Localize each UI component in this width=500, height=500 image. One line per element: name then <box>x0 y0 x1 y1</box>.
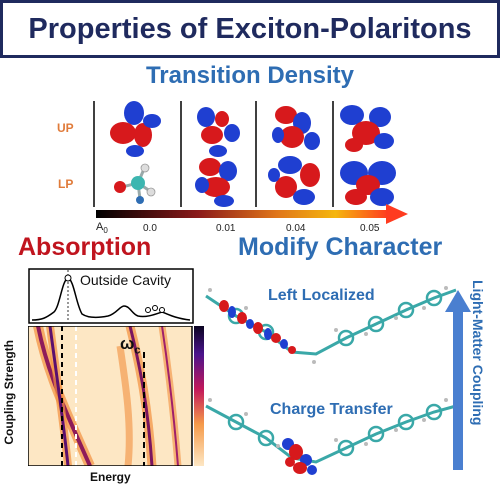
orbital-up-3 <box>272 106 320 150</box>
orbital-lp-4 <box>340 161 396 206</box>
row-label-lp: LP <box>58 177 74 191</box>
scale-symbol-sub: 0 <box>103 226 108 236</box>
scale-symbol-base: A <box>96 221 104 233</box>
coupling-arrow <box>445 290 471 470</box>
scale-tick: 0.04 <box>286 223 306 234</box>
cavity-mode-sub: c <box>134 344 141 357</box>
orbital-up-1 <box>110 101 161 157</box>
page-title: Properties of Exciton-Polaritons <box>28 13 472 45</box>
orbital-lp-2 <box>195 158 237 207</box>
y-axis-label: Coupling Strength <box>2 340 16 445</box>
left-localized-label: Left Localized <box>268 287 375 304</box>
molecule-charge-transfer <box>205 398 460 475</box>
charge-transfer-label: Charge Transfer <box>270 401 393 418</box>
polariton-branch <box>161 326 179 466</box>
scale-tick: 0.0 <box>143 223 157 234</box>
peak-marker <box>159 307 165 313</box>
peak-marker <box>152 305 158 311</box>
cavity-mode-label: ωc <box>120 334 141 356</box>
orbital-up-4 <box>340 105 394 152</box>
density-blobs <box>219 300 296 354</box>
polariton-branch <box>48 326 70 466</box>
molecule-backbone <box>205 404 457 464</box>
orbital-lp-3 <box>268 156 320 205</box>
arrow-shaft <box>453 310 463 470</box>
color-scale-bar <box>96 204 408 224</box>
peak-marker <box>64 274 72 282</box>
polariton-branch <box>128 326 154 466</box>
outside-cavity-label: Outside Cavity <box>80 272 172 288</box>
molecule-lp-1 <box>114 163 156 204</box>
heatmap-frame <box>28 326 193 466</box>
arrow-head <box>445 290 471 312</box>
peak-marker <box>145 307 151 313</box>
polariton-branch <box>116 345 133 466</box>
scale-symbol: A0 <box>96 221 108 235</box>
molecule-left-localized <box>205 286 460 364</box>
scale-tick: 0.01 <box>216 223 236 234</box>
scale-arrowhead <box>386 204 408 224</box>
transition-density-heading: Transition Density <box>145 62 355 89</box>
absorption-heading: Absorption <box>18 233 152 261</box>
absorption-curve <box>31 277 191 321</box>
cavity-mode-symbol: ω <box>120 334 135 353</box>
heatmap-colorbar <box>194 326 204 466</box>
transition-density-grid <box>93 101 396 207</box>
x-axis-label: Energy <box>90 470 131 484</box>
orbital-up-2 <box>197 107 240 157</box>
polariton-heatmap <box>28 326 204 466</box>
title-bar: Properties of Exciton-Polaritons <box>0 0 500 58</box>
density-blobs <box>282 438 317 475</box>
scale-gradient <box>96 210 388 218</box>
row-label-up: UP <box>57 121 74 135</box>
scale-tick: 0.05 <box>360 223 380 234</box>
light-matter-coupling-label: Light-Matter Coupling <box>470 280 486 426</box>
modify-character-heading: Modify Character <box>238 233 443 261</box>
outside-cavity-spectrum <box>28 268 194 324</box>
